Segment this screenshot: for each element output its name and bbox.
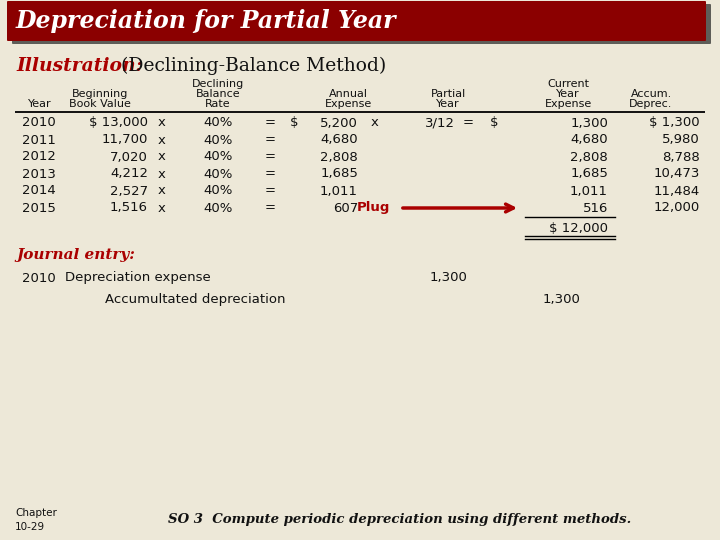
Text: Plug: Plug bbox=[356, 201, 390, 214]
Text: 10,473: 10,473 bbox=[654, 167, 700, 180]
Text: 40%: 40% bbox=[203, 201, 233, 214]
Text: 1,011: 1,011 bbox=[320, 185, 358, 198]
Text: Rate: Rate bbox=[205, 99, 231, 109]
Text: Depreciation expense: Depreciation expense bbox=[65, 272, 211, 285]
Text: =: = bbox=[264, 201, 276, 214]
Text: Journal entry:: Journal entry: bbox=[16, 248, 135, 262]
Text: 1,300: 1,300 bbox=[543, 294, 581, 307]
Text: 40%: 40% bbox=[203, 151, 233, 164]
Text: =: = bbox=[264, 167, 276, 180]
FancyBboxPatch shape bbox=[12, 4, 711, 44]
Text: 2,808: 2,808 bbox=[320, 151, 358, 164]
Text: 3/12: 3/12 bbox=[425, 117, 455, 130]
Text: 1,516: 1,516 bbox=[110, 201, 148, 214]
Text: SO 3  Compute periodic depreciation using different methods.: SO 3 Compute periodic depreciation using… bbox=[168, 514, 631, 526]
Text: 2013: 2013 bbox=[22, 167, 56, 180]
Text: Expense: Expense bbox=[325, 99, 372, 109]
Text: x: x bbox=[158, 117, 166, 130]
Text: (Declining-Balance Method): (Declining-Balance Method) bbox=[109, 57, 386, 75]
Text: Illustration:: Illustration: bbox=[16, 57, 143, 75]
Text: 2014: 2014 bbox=[22, 185, 55, 198]
Text: Accumultated depreciation: Accumultated depreciation bbox=[105, 294, 286, 307]
Text: 40%: 40% bbox=[203, 117, 233, 130]
Text: 2012: 2012 bbox=[22, 151, 56, 164]
Text: 2010: 2010 bbox=[22, 117, 55, 130]
Text: Accum.: Accum. bbox=[631, 89, 672, 99]
Text: 2011: 2011 bbox=[22, 133, 56, 146]
Text: 8,788: 8,788 bbox=[662, 151, 700, 164]
Text: $ 1,300: $ 1,300 bbox=[649, 117, 700, 130]
Text: 12,000: 12,000 bbox=[654, 201, 700, 214]
Text: $ 13,000: $ 13,000 bbox=[89, 117, 148, 130]
Text: 4,212: 4,212 bbox=[110, 167, 148, 180]
Text: 2015: 2015 bbox=[22, 201, 56, 214]
Text: =: = bbox=[264, 185, 276, 198]
Text: 11,700: 11,700 bbox=[102, 133, 148, 146]
Text: Balance: Balance bbox=[196, 89, 240, 99]
Text: x: x bbox=[158, 201, 166, 214]
Text: 1,011: 1,011 bbox=[570, 185, 608, 198]
Text: 2,527: 2,527 bbox=[110, 185, 148, 198]
Text: 1,685: 1,685 bbox=[570, 167, 608, 180]
Text: Partial: Partial bbox=[431, 89, 466, 99]
Text: $: $ bbox=[490, 117, 498, 130]
Text: Year: Year bbox=[28, 99, 52, 109]
Text: 1,300: 1,300 bbox=[570, 117, 608, 130]
Text: Deprec.: Deprec. bbox=[629, 99, 672, 109]
Text: $ 12,000: $ 12,000 bbox=[549, 221, 608, 234]
Text: 5,980: 5,980 bbox=[662, 133, 700, 146]
Text: Depreciation for Partial Year: Depreciation for Partial Year bbox=[16, 9, 397, 33]
Text: 40%: 40% bbox=[203, 167, 233, 180]
Text: 5,200: 5,200 bbox=[320, 117, 358, 130]
Text: Chapter
10-29: Chapter 10-29 bbox=[15, 508, 57, 531]
Text: 4,680: 4,680 bbox=[570, 133, 608, 146]
Text: 607: 607 bbox=[333, 201, 358, 214]
Text: x: x bbox=[371, 117, 379, 130]
FancyBboxPatch shape bbox=[7, 1, 706, 41]
Text: =: = bbox=[264, 117, 276, 130]
Text: 516: 516 bbox=[582, 201, 608, 214]
Text: Beginning: Beginning bbox=[72, 89, 128, 99]
Text: =: = bbox=[264, 151, 276, 164]
Text: Year: Year bbox=[436, 99, 460, 109]
Text: =: = bbox=[462, 117, 474, 130]
Text: Expense: Expense bbox=[544, 99, 592, 109]
Text: 1,300: 1,300 bbox=[430, 272, 468, 285]
Text: x: x bbox=[158, 167, 166, 180]
Text: Annual: Annual bbox=[328, 89, 367, 99]
Text: x: x bbox=[158, 185, 166, 198]
Text: Declining: Declining bbox=[192, 79, 244, 89]
Text: 2010: 2010 bbox=[22, 272, 55, 285]
Text: =: = bbox=[264, 133, 276, 146]
Text: Current: Current bbox=[547, 79, 589, 89]
Text: 40%: 40% bbox=[203, 185, 233, 198]
Text: Year: Year bbox=[556, 89, 580, 99]
Text: 11,484: 11,484 bbox=[654, 185, 700, 198]
Text: $: $ bbox=[290, 117, 299, 130]
Text: 1,685: 1,685 bbox=[320, 167, 358, 180]
Text: x: x bbox=[158, 133, 166, 146]
Text: x: x bbox=[158, 151, 166, 164]
Text: Book Value: Book Value bbox=[69, 99, 131, 109]
Text: 2,808: 2,808 bbox=[570, 151, 608, 164]
Text: 7,020: 7,020 bbox=[110, 151, 148, 164]
Text: 40%: 40% bbox=[203, 133, 233, 146]
Text: 4,680: 4,680 bbox=[320, 133, 358, 146]
